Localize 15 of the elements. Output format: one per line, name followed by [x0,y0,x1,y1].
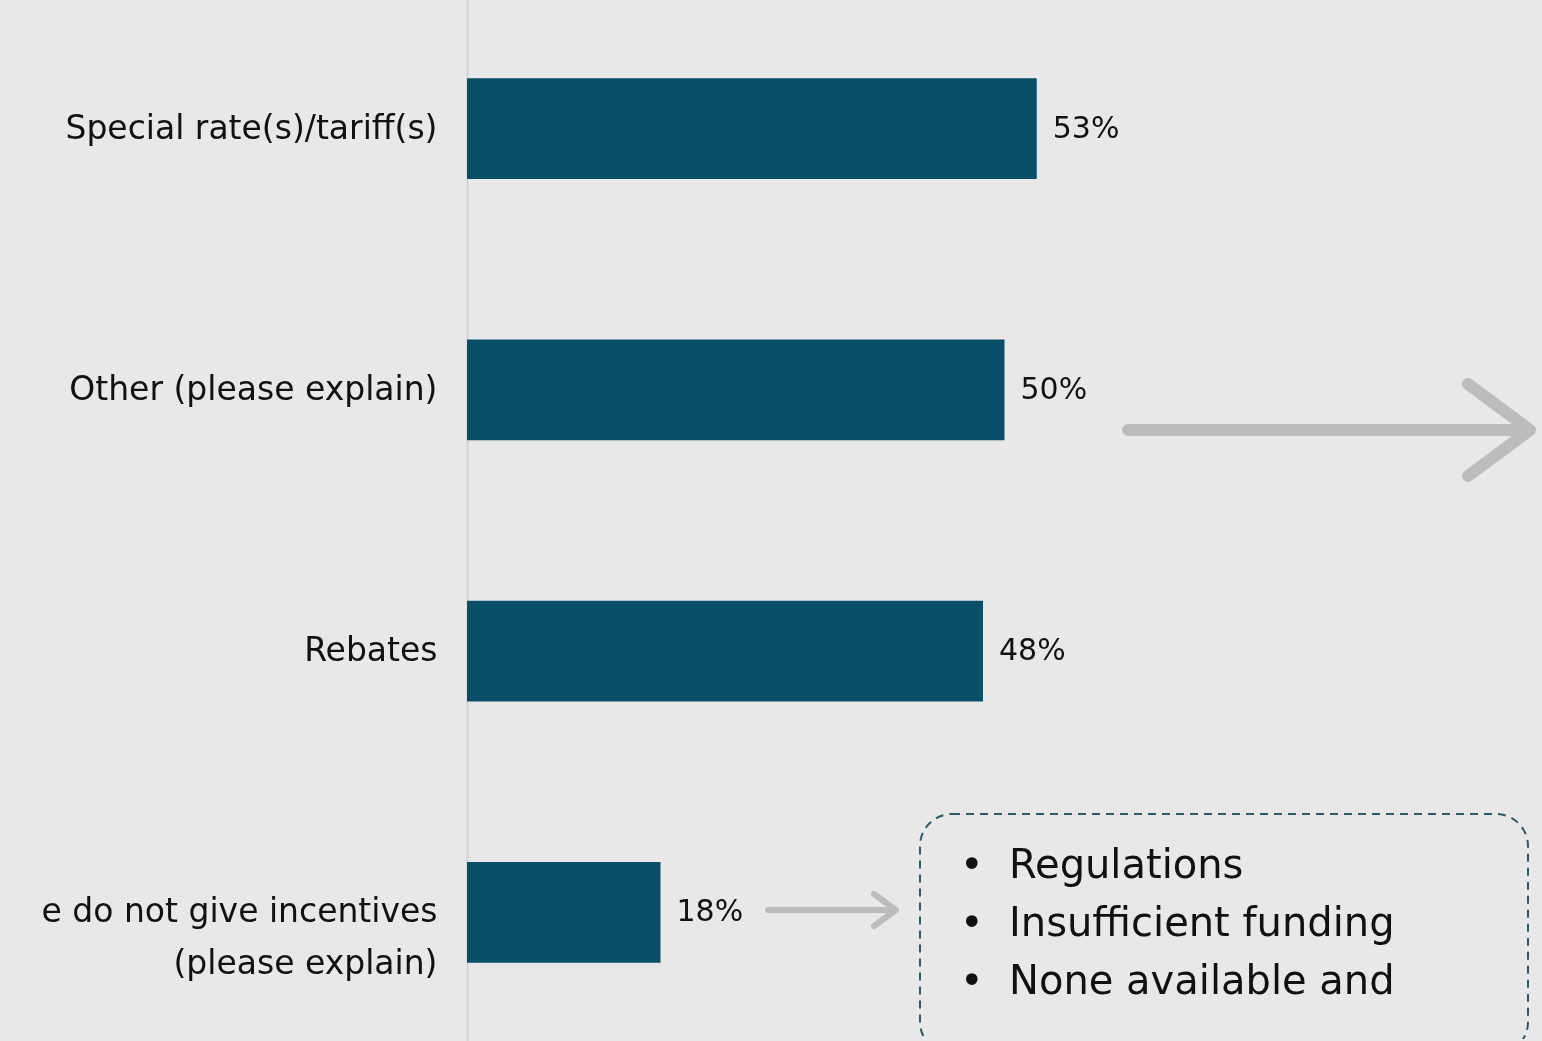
bar [467,862,661,963]
annotation: • None available and [960,956,1395,1005]
bar [467,78,1037,179]
y-tick-label: Other (please explain) [69,368,438,408]
annotation: • Insufficient funding [960,898,1395,947]
annotation: • Regulations [960,840,1245,889]
data-label: 18% [676,893,744,929]
data-label: 53% [1052,109,1120,145]
y-tick-label: Special rate(s)/tariff(s) [65,107,438,147]
bar [467,600,983,702]
data-label: 48% [999,632,1066,668]
bar [467,339,1005,441]
data-label: 50% [1020,370,1088,406]
y-tick-label: Rebates [304,630,438,670]
y-tick-label: e do not give incentives (please explain) [41,891,438,983]
